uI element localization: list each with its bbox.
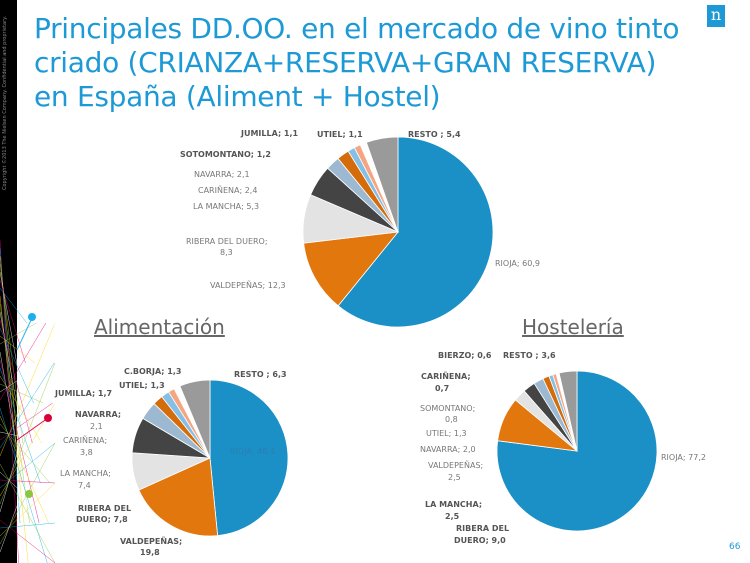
label-ribera-value: DUERO; 7,8 <box>76 515 128 524</box>
label-la-mancha: LA MANCHA; 5,3 <box>193 202 260 211</box>
slice-valdepeñas <box>138 457 219 537</box>
label-navarra-value: 2,1 <box>90 422 103 431</box>
slice-resto <box>558 370 578 452</box>
label-rioja: RIOJA; 48,4 <box>230 447 275 456</box>
pie-hosteleria <box>496 370 658 532</box>
slice-valdepeñas <box>303 231 399 307</box>
label-valdepenas: VALDEPEÑAS; 12,3 <box>210 281 286 290</box>
label-utiel: UTIEL; 1,3 <box>119 381 165 390</box>
label-valdepenas-value: 2,5 <box>448 473 461 482</box>
slice-rioja <box>337 136 494 328</box>
label-resto: RESTO ; 5,4 <box>408 130 461 139</box>
label-jumilla: JUMILLA; 1,1 <box>241 129 299 138</box>
subtitle-alimentacion: Alimentación <box>94 315 225 339</box>
nielsen-logo: n <box>707 5 725 27</box>
green-dot <box>25 490 33 498</box>
slice-rioja <box>209 379 289 537</box>
pie-total <box>302 136 494 328</box>
label-utiel: UTIEL; 1,1 <box>317 130 363 139</box>
pie-alimentacion <box>131 379 289 537</box>
label-somontano-value: 0,8 <box>445 415 458 424</box>
label-la-mancha: LA MANCHA; <box>425 500 483 509</box>
label-carinena: CARIÑENA; <box>63 436 108 445</box>
label-carinena: CARIÑENA; 2,4 <box>198 186 258 195</box>
label-valdepenas-value: 19,8 <box>140 548 160 557</box>
label-valdepenas: VALDEPEÑAS; <box>120 537 183 546</box>
label-jumilla: JUMILLA; 1,7 <box>55 389 113 398</box>
label-valdepenas: VALDEPEÑAS; <box>428 461 484 470</box>
label-resto: RESTO ; 3,6 <box>503 351 556 360</box>
label-sotomontano: SOTOMONTANO; 1,2 <box>180 150 271 159</box>
label-ribera: RIBERA DEL <box>456 524 510 533</box>
label-bierzo: BIERZO; 0,6 <box>438 351 492 360</box>
label-c-borja: C.BORJA; 1,3 <box>124 367 182 376</box>
label-la-mancha: LA MANCHA; <box>60 469 111 478</box>
red-dot <box>44 414 52 422</box>
label-la-mancha-value: 7,4 <box>78 481 91 490</box>
label-ribera: RIBERA DEL DUERO; <box>186 237 268 246</box>
label-la-mancha-value: 2,5 <box>445 512 460 521</box>
slide-title: Principales DD.OO. en el mercado de vino… <box>34 12 680 113</box>
label-resto: RESTO ; 6,3 <box>234 370 287 379</box>
slice-resto <box>179 379 211 459</box>
label-navarra: NAVARRA; <box>75 410 122 419</box>
page-number: 66 <box>729 542 741 552</box>
decorative-side-strip <box>0 0 56 563</box>
label-rioja: RIOJA; 77,2 <box>661 453 706 462</box>
label-ribera-value: DUERO; 9,0 <box>454 536 506 545</box>
subtitle-hosteleria: Hostelería <box>522 315 624 339</box>
blue-dot <box>28 313 36 321</box>
label-utiel: UTIEL; 1,3 <box>426 429 467 438</box>
label-carinena: CARIÑENA; <box>421 372 471 381</box>
slice-resto <box>365 136 399 233</box>
label-navarra: NAVARRA; 2,0 <box>420 445 476 454</box>
label-ribera: RIBERA DEL <box>78 504 132 513</box>
label-somontano: SOMONTANO; <box>420 404 476 413</box>
label-navarra: NAVARRA; 2,1 <box>194 170 250 179</box>
label-ribera-value: 8,3 <box>220 248 233 257</box>
label-carinena-value: 0,7 <box>435 384 450 393</box>
label-carinena-value: 3,8 <box>80 448 93 457</box>
label-rioja: RIOJA; 60,9 <box>495 259 540 268</box>
